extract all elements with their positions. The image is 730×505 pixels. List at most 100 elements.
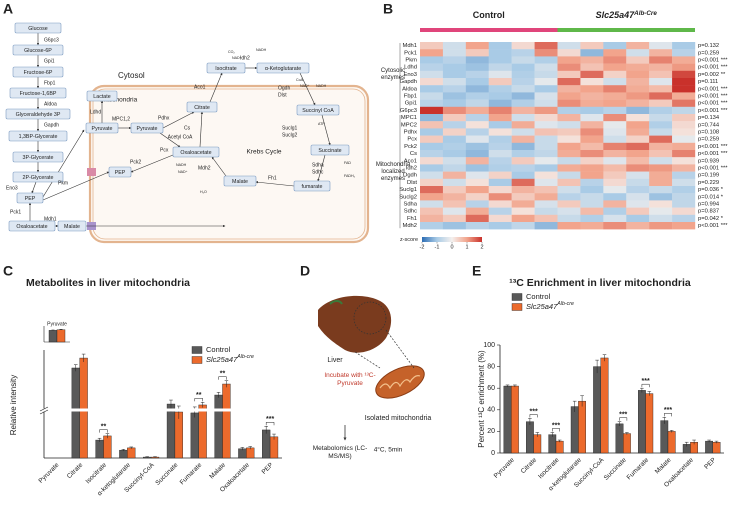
legend-label: Control	[526, 292, 551, 301]
heatmap-cell	[649, 121, 673, 129]
color-tick-label: 1	[465, 244, 468, 250]
panel-label: E	[472, 263, 481, 279]
heatmap-cell	[420, 78, 444, 86]
heatmap-cell	[626, 85, 650, 93]
heatmap-cell	[534, 78, 558, 86]
x-tick-label: Succinate	[603, 456, 628, 481]
legend-label-sup: Alb-cre	[556, 301, 574, 307]
bar	[600, 357, 609, 454]
heatmap-cell	[649, 56, 673, 64]
heatmap-cell	[534, 207, 558, 215]
heatmap-cell	[465, 121, 489, 129]
heatmap-cell	[672, 78, 696, 86]
heatmap-cell	[672, 214, 696, 223]
heatmap-cell	[511, 92, 535, 100]
cristae	[379, 375, 421, 390]
heatmap-cell	[580, 49, 604, 57]
bar	[503, 385, 512, 454]
heatmap-cell	[511, 70, 535, 79]
heatmap-cell	[488, 49, 512, 57]
heatmap-cell	[511, 99, 535, 107]
metabolite-box	[206, 62, 246, 74]
metabolite-label: Pyruvate	[92, 126, 113, 132]
error-bar	[505, 384, 510, 388]
heatmap-cell	[488, 42, 512, 50]
heatmap-cell	[534, 85, 558, 93]
heatmap-cell	[511, 171, 535, 179]
heatmap-cell	[465, 186, 489, 194]
heatmap-cell	[672, 63, 696, 71]
heatmap-cell	[603, 99, 627, 107]
heatmap-cell	[488, 106, 512, 115]
metabolite-label: α-Ketoglutarate	[265, 66, 301, 72]
heatmap-cell	[420, 178, 444, 187]
heatmap-cell	[488, 207, 512, 215]
enzyme-label: Gpi1	[44, 58, 55, 64]
heatmap-cell	[649, 157, 673, 165]
heatmap-cell	[465, 193, 489, 201]
color-tick-label: -1	[435, 244, 440, 250]
bar	[79, 357, 88, 459]
heatmap-cell	[603, 106, 627, 115]
heatmap-cell	[672, 106, 696, 115]
heatmap-cell	[603, 70, 627, 79]
p-value: p=0.744	[698, 122, 720, 128]
y-axis-label: Relative intensity	[9, 375, 18, 435]
pathway-arrow	[299, 72, 316, 106]
chart-title: Metabolites in liver mitochondria	[26, 277, 190, 289]
heatmap-cell	[511, 135, 535, 143]
heatmap-cell	[557, 222, 581, 230]
significance-label: ***	[642, 378, 650, 385]
heatmap-cell	[488, 171, 512, 179]
heatmap-cell	[649, 85, 673, 93]
bar	[166, 403, 176, 459]
row-label: Aco1	[404, 158, 417, 164]
heatmap-cell	[580, 178, 604, 187]
legend-label-main: Control	[526, 292, 551, 301]
heatmap-cell	[442, 63, 467, 71]
heatmap-cell	[580, 106, 604, 115]
heatmap-cell	[557, 164, 581, 172]
group-label: Control	[473, 10, 505, 20]
heatmap-cell	[672, 164, 696, 172]
p-value: p<0.001 ***	[698, 223, 728, 229]
metabolite-label: PEP	[115, 170, 126, 176]
legend-swatch	[191, 346, 203, 354]
heatmap-cell	[442, 85, 467, 93]
inset-label: Pyruvate	[47, 321, 67, 327]
heatmap-cell	[534, 200, 558, 208]
row-label: Mdh2	[402, 223, 417, 229]
bar	[555, 440, 564, 454]
y-axis-label: Percent ¹³C enrichment (%)	[477, 350, 486, 448]
heatmap-cell	[603, 85, 627, 93]
heatmap-cell	[442, 214, 467, 223]
metabolite-label: Isocitrate	[215, 66, 237, 72]
heatmap-cell	[488, 200, 512, 208]
heatmap-cell	[672, 142, 696, 151]
y-tick-label: 100	[483, 342, 495, 349]
color-tick-label: 2	[480, 244, 483, 250]
bar	[198, 404, 207, 459]
error-bar	[625, 432, 629, 435]
x-tick-label: PEP	[703, 457, 717, 471]
metabolite-label: Fructose-6P	[24, 70, 53, 76]
bar	[269, 436, 279, 459]
panel-label: A	[3, 1, 13, 17]
heatmap-cell	[442, 171, 467, 179]
heatmap-cell	[511, 200, 535, 208]
metabolite-box	[293, 180, 331, 192]
liver-drawing	[318, 295, 392, 353]
heatmap-cell	[557, 193, 581, 201]
heatmap-cell	[557, 214, 581, 223]
heatmap-cell	[580, 193, 604, 201]
heatmap-cell	[626, 214, 650, 223]
heatmap-cell	[626, 70, 650, 79]
heatmap-cell	[420, 150, 444, 158]
y-tick-label: 0	[491, 450, 495, 457]
pathway-arrow	[211, 156, 227, 177]
heatmap-cell	[511, 207, 535, 215]
heatmap-cell	[488, 142, 512, 151]
heatmap-cell	[465, 142, 489, 151]
axis-break	[38, 408, 284, 412]
error-bar	[669, 430, 674, 433]
